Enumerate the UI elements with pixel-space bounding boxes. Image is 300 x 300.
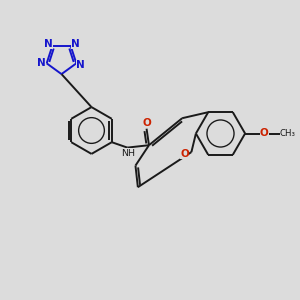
Text: N: N bbox=[76, 60, 85, 70]
Text: O: O bbox=[180, 148, 189, 159]
Text: N: N bbox=[71, 39, 80, 49]
Text: O: O bbox=[142, 118, 151, 128]
Text: O: O bbox=[260, 128, 268, 139]
Text: N: N bbox=[37, 58, 46, 68]
Text: N: N bbox=[44, 39, 53, 49]
Text: CH₃: CH₃ bbox=[280, 129, 296, 138]
Text: NH: NH bbox=[121, 148, 135, 158]
